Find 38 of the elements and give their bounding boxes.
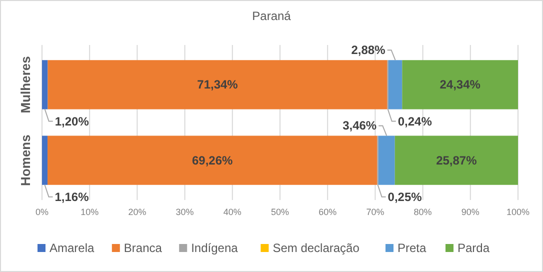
x-tick-label: 100% [506, 207, 530, 217]
x-tick-label: 20% [128, 207, 146, 217]
bar [42, 60, 48, 110]
bar [48, 136, 378, 185]
data-label: 69,26% [192, 153, 234, 168]
legend-label: Preta [398, 241, 427, 255]
data-label: 0,24% [398, 114, 432, 128]
legend-label: Parda [458, 241, 490, 255]
x-tick-label: 60% [318, 207, 337, 217]
y-tick-label: Homens [18, 134, 33, 186]
bar [388, 60, 402, 110]
data-label: 3,46% [342, 118, 377, 133]
x-tick-label: 90% [461, 207, 480, 217]
x-tick-label: 80% [414, 207, 432, 217]
bar [402, 60, 518, 110]
x-tick-label: 70% [366, 207, 384, 217]
data-label: 71,34% [197, 78, 238, 92]
bar [394, 136, 518, 185]
data-label: 25,87% [436, 153, 478, 168]
bar [378, 136, 395, 185]
chart-title: Paraná [252, 9, 292, 23]
bar [48, 60, 388, 110]
legend-label: Indígena [191, 241, 238, 255]
x-tick-label: 50% [270, 207, 290, 217]
data-label: 2,88% [351, 43, 386, 58]
data-label: 1,16% [54, 190, 90, 204]
bar [42, 136, 48, 185]
x-tick-label: 0% [35, 207, 49, 217]
y-tick-label: Mulheres [18, 56, 33, 114]
data-label: 0,25% [388, 190, 422, 204]
x-tick-label: 10% [80, 207, 99, 217]
legend-label: Amarela [50, 241, 95, 255]
legend-label: Sem declaração [272, 241, 360, 255]
x-tick-label: 40% [223, 207, 242, 217]
data-label: 24,34% [440, 78, 481, 92]
x-tick-label: 30% [176, 207, 194, 217]
data-label: 1,20% [54, 114, 90, 128]
legend-label: Branca [124, 241, 162, 255]
